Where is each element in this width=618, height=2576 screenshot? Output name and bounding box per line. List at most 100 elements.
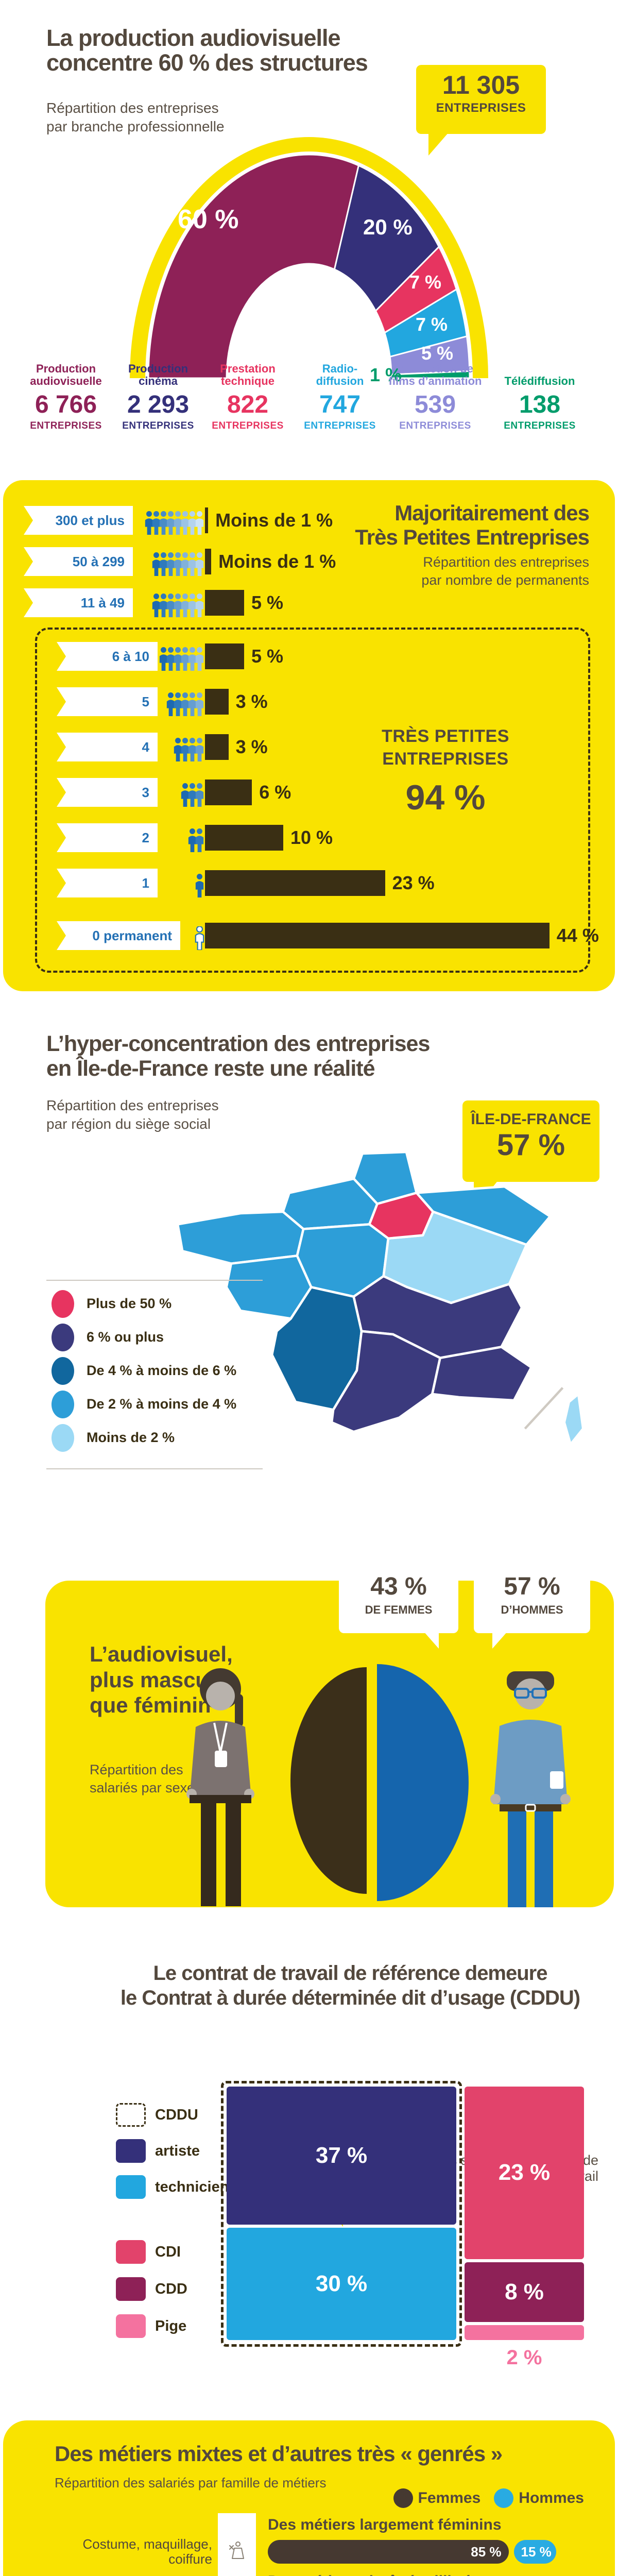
legend-cdd: CDD (116, 2277, 187, 2301)
tpe-bar-value: 10 % (290, 827, 333, 848)
bar-cdi: 23 % (465, 2087, 584, 2259)
cdi-swatch (116, 2240, 146, 2264)
metiers-panel: Des métiers mixtes et d’autres très « ge… (3, 2420, 615, 2576)
tpe-row-category: 6 à 10 (57, 642, 158, 671)
artiste-swatch (116, 2139, 146, 2163)
legend-femmes: Femmes (393, 2488, 481, 2508)
femmes-bar: 85 % (268, 2540, 509, 2564)
legend-label: CDDU (155, 2106, 198, 2123)
legend-item: De 4 % à moins de 6 % (52, 1354, 268, 1387)
bar-value: 8 % (505, 2279, 544, 2304)
legend-label: Plus de 50 % (87, 1296, 172, 1311)
stat-radiodiffusion: Radio- diffusion 747 ENTREPRISES (296, 360, 384, 432)
group-header-feminins: Des métiers largement féminins (268, 2516, 502, 2533)
tpe-annotation-value: 94 % (405, 778, 486, 818)
tpe-bar (205, 549, 212, 574)
cddu-swatch (116, 2103, 146, 2127)
section-subtitle-map: Répartition des entreprises par région d… (46, 1097, 219, 1132)
pie-femmes-slice (290, 1667, 367, 1894)
section-title-map: L’hyper-concentration des entreprises en… (46, 1031, 430, 1081)
tpe-bar-value: 3 % (235, 691, 268, 712)
technicien-swatch (116, 2175, 146, 2199)
legend-label: Femmes (418, 2489, 481, 2506)
tpe-bar (205, 779, 252, 805)
gauge-segment-0 (147, 154, 360, 379)
stat-count: 2 293 (127, 391, 190, 418)
legend-item: Moins de 2 % (52, 1421, 268, 1454)
legend-label: De 4 % à moins de 6 % (87, 1363, 237, 1378)
tpe-bar-value: 5 % (251, 646, 284, 667)
stat-production-audiovisuelle: Production audiovisuelle 6 766 ENTREPRIS… (22, 360, 110, 432)
legend-hommes: Hommes (494, 2488, 584, 2508)
stat-unit: ENTREPRISES (212, 420, 284, 431)
gauge-label-prestation-technique: 7 % (409, 272, 442, 293)
tpe-subtitle: Répartition des entreprises par nombre d… (421, 554, 589, 588)
femmes-dot (393, 2488, 413, 2508)
legend-pige: Pige (116, 2314, 186, 2338)
legend-label: CDI (155, 2243, 181, 2260)
tpe-row-category: 2 (57, 823, 158, 852)
region-paca (431, 1346, 533, 1402)
group-header-equilibres: Des métiers plutôt équilibrés (268, 2573, 480, 2576)
femmes-value: 43 % (370, 1573, 427, 1600)
tpe-bar-value: 5 % (251, 592, 284, 613)
legend-label: artiste (155, 2142, 200, 2159)
cdd-swatch (116, 2277, 146, 2301)
bar-value: 37 % (315, 2143, 368, 2168)
people-icons (130, 920, 205, 950)
bar-artiste: 37 % (227, 2087, 456, 2225)
tpe-bar (205, 825, 283, 851)
cddu-dashed-outline (221, 2081, 462, 2347)
people-icons (130, 868, 205, 897)
pige-value: 2 % (506, 2346, 542, 2369)
tpe-bar (205, 923, 550, 948)
stat-unit: ENTREPRISES (304, 420, 376, 431)
gauge-label-radiodiffusion: 7 % (416, 314, 448, 335)
legend-label: De 2 % à moins de 4 % (87, 1396, 237, 1412)
legend-item: 6 % ou plus (52, 1320, 268, 1354)
tpe-bar-value: 44 % (556, 925, 599, 946)
hommes-label: D’HOMMES (501, 1603, 563, 1616)
gauge-label-films-animation: 5 % (421, 343, 454, 364)
people-icons (130, 587, 205, 617)
tpe-row-category: 11 à 49 (24, 588, 133, 617)
stat-telediffusion: Télédiffusion 138 ENTREPRISES (496, 360, 583, 432)
stat-count: 138 (519, 391, 561, 418)
femmes-label: DE FEMMES (365, 1603, 433, 1616)
people-icons (130, 822, 205, 852)
stat-unit: ENTREPRISES (30, 420, 102, 431)
stat-unit: ENTREPRISES (122, 420, 194, 431)
tpe-dashed-box (35, 628, 590, 973)
gender-title: L’audiovisuel, plus masculin que féminin (90, 1642, 234, 1718)
people-icons (130, 777, 205, 807)
woman-figure (186, 1668, 254, 1906)
map-legend: Plus de 50 % 6 % ou plus De 4 % à moins … (52, 1287, 268, 1454)
metiers-title: Des métiers mixtes et d’autres très « ge… (55, 2442, 503, 2466)
bar-pige (465, 2325, 584, 2341)
stat-name: Production de films d’animation (388, 362, 482, 387)
gender-pie-chart (290, 1664, 469, 1901)
stat-count: 539 (414, 391, 456, 418)
femmes-callout: 43 % DE FEMMES (339, 1566, 458, 1649)
tpe-row-category: 1 (57, 869, 158, 897)
tpe-bar (205, 870, 385, 896)
tpe-bar-value: 6 % (259, 782, 291, 803)
stat-name: Production cinéma (128, 362, 188, 387)
other-contracts-column: 23 % 8 % (465, 2087, 584, 2341)
france-map (176, 1152, 585, 1446)
tpe-annotation: TRÈS PETITES ENTREPRISES 94 % (360, 725, 530, 818)
tpe-bar (205, 643, 244, 669)
legend-dot-pink (52, 1290, 74, 1318)
people-icons (130, 732, 205, 761)
gauge-segment-5 (390, 370, 471, 379)
branch-gauge-svg (130, 137, 488, 379)
man-figure (490, 1671, 571, 1907)
legend-label: Moins de 2 % (87, 1430, 175, 1445)
legend-cddu: CDDU (116, 2103, 198, 2127)
tpe-bar-value: 3 % (235, 736, 268, 757)
bar-technicien: 30 % (227, 2228, 456, 2340)
hommes-callout: 57 % D’HOMMES (474, 1566, 590, 1649)
section-title-contracts: Le contrat de travail de référence demeu… (120, 1962, 580, 2009)
legend-cdi: CDI (116, 2240, 181, 2264)
legend-label: CDD (155, 2280, 187, 2297)
